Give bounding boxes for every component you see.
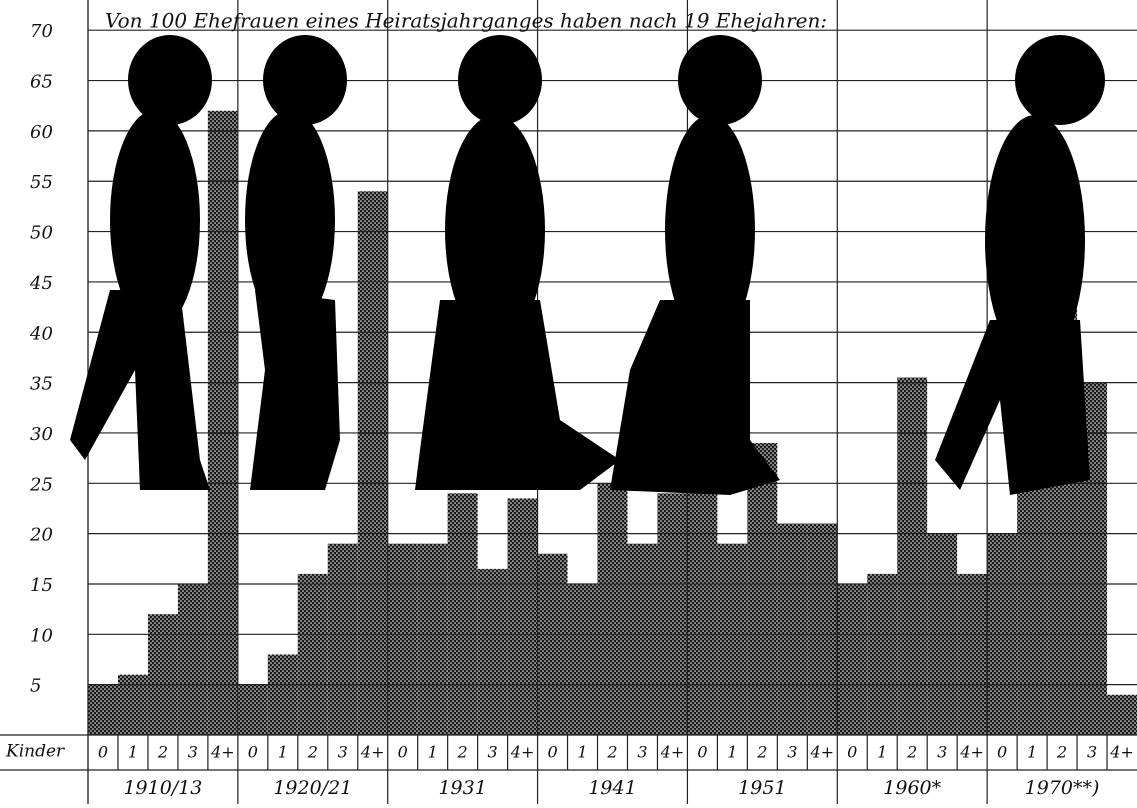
- x-tick-label: 1: [1027, 743, 1037, 762]
- x-tick-label: 1: [278, 743, 288, 762]
- bar: [597, 483, 628, 735]
- bar: [897, 377, 928, 735]
- x-tick-label: 0: [398, 743, 408, 762]
- x-tick-label: 3: [188, 743, 198, 762]
- bar: [477, 568, 508, 735]
- group-label: 1910/13: [123, 777, 202, 799]
- bar: [1107, 694, 1137, 735]
- x-tick-label: 2: [307, 743, 318, 762]
- x-tick-label: 4+: [360, 743, 385, 762]
- y-tick-label: 30: [30, 424, 53, 445]
- x-tick-label: 0: [98, 743, 108, 762]
- x-tick-label: 0: [547, 743, 557, 762]
- group-label: 1951: [738, 777, 786, 799]
- x-tick-label: 4+: [660, 743, 685, 762]
- x-tick-label: 3: [488, 743, 498, 762]
- chart-title: Von 100 Ehefrauen eines Heiratsjahrgange…: [105, 9, 827, 33]
- silhouette: [245, 35, 347, 490]
- x-tick-label: 0: [248, 743, 258, 762]
- x-tick-label: 1: [877, 743, 887, 762]
- group-label: 1960*: [883, 777, 941, 799]
- x-tick-label: 0: [997, 743, 1007, 762]
- bar: [447, 493, 478, 735]
- x-tick-label: 3: [937, 743, 947, 762]
- x-tick-label: 3: [637, 743, 647, 762]
- bar: [88, 684, 118, 735]
- silhouettes: [70, 35, 1105, 495]
- bar: [537, 553, 568, 735]
- y-tick-label: 20: [29, 525, 53, 546]
- bar: [657, 493, 688, 735]
- x-tick-label: 0: [697, 743, 707, 762]
- x-tick-label: 1: [428, 743, 438, 762]
- x-tick-label: 2: [1056, 743, 1067, 762]
- y-tick-label: 60: [30, 122, 53, 143]
- x-tick-label: 1: [128, 743, 138, 762]
- bar: [807, 523, 838, 735]
- x-tick-label: 4+: [210, 743, 235, 762]
- y-tick-label: 65: [30, 72, 53, 93]
- x-tick-label: 1: [727, 743, 737, 762]
- bar: [327, 543, 358, 735]
- x-tick-label: 3: [787, 743, 797, 762]
- x-tick-label: 2: [157, 743, 168, 762]
- bar: [627, 543, 658, 735]
- silhouette: [935, 35, 1105, 495]
- x-tick-label: 4+: [810, 743, 835, 762]
- bar: [837, 583, 868, 735]
- x-tick-label: 3: [338, 743, 348, 762]
- group-label: 1920/21: [273, 777, 352, 799]
- x-tick-label: 4+: [959, 743, 984, 762]
- bar: [687, 493, 718, 735]
- x-tick-label: 0: [847, 743, 857, 762]
- y-tick-label: 5: [30, 676, 41, 697]
- row-label: Kinder: [5, 742, 65, 762]
- x-tick-label: 3: [1087, 743, 1097, 762]
- group-label: 1931: [438, 777, 486, 799]
- x-tick-label: 2: [606, 743, 617, 762]
- bar: [387, 543, 418, 735]
- bar: [117, 674, 148, 735]
- y-tick-label: 15: [30, 575, 53, 596]
- group-label: 1941: [588, 777, 636, 799]
- bar: [777, 523, 808, 735]
- bar: [267, 654, 298, 735]
- bar: [957, 573, 988, 735]
- y-tick-label: 70: [30, 21, 53, 42]
- bar: [177, 583, 208, 735]
- silhouette: [415, 35, 620, 490]
- x-tick-label: 4+: [510, 743, 535, 762]
- y-tick-label: 35: [30, 374, 53, 395]
- bar: [357, 191, 388, 735]
- bar: [297, 573, 328, 735]
- y-tick-label: 40: [29, 323, 53, 344]
- bar: [417, 543, 448, 735]
- bar: [867, 573, 898, 735]
- x-tick-label: 2: [756, 743, 767, 762]
- bar: [717, 543, 748, 735]
- y-tick-label: 25: [29, 474, 53, 495]
- y-tick-label: 10: [30, 625, 53, 646]
- y-tick-label: 50: [30, 223, 53, 244]
- y-tick-label: 45: [29, 273, 53, 294]
- silhouette: [70, 35, 212, 490]
- y-tick-label: 55: [30, 172, 53, 193]
- silhouette: [610, 35, 780, 495]
- group-label: 1970**): [1025, 777, 1100, 799]
- bar: [237, 684, 268, 735]
- bar: [567, 583, 598, 735]
- bar: [507, 498, 538, 735]
- x-tick-label: 2: [906, 743, 917, 762]
- bar: [747, 443, 778, 735]
- x-tick-label: 2: [457, 743, 468, 762]
- x-tick-label: 1: [577, 743, 587, 762]
- x-tick-label: 4+: [1109, 743, 1134, 762]
- bar: [207, 110, 238, 736]
- bar: [147, 614, 178, 735]
